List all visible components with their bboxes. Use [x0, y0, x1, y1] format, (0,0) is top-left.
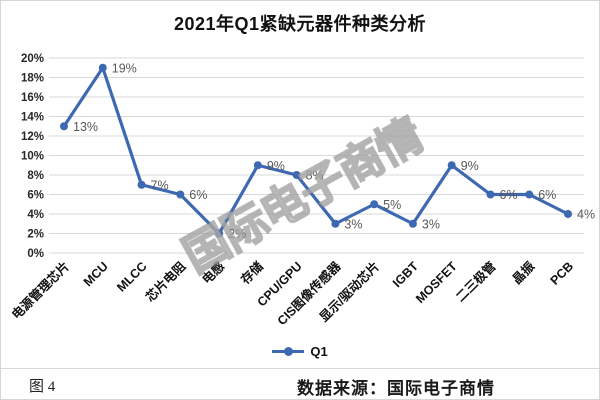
data-point-label: 13% — [73, 120, 98, 134]
y-tick-label: 0% — [27, 248, 44, 260]
data-point-label: 8% — [306, 169, 324, 183]
data-point-label: 19% — [112, 61, 137, 75]
x-tick-label: 晶振 — [509, 258, 538, 287]
chart-canvas: 0% 2% 4% 6% 8% 10% 12% 14% 16% 18% 20% 13% 19% 7% 6% 2%… — [8, 53, 595, 328]
series-line — [62, 66, 570, 236]
data-point-label: 3% — [422, 217, 440, 231]
y-tick-label: 16% — [21, 92, 44, 104]
x-tick-label: 存储 — [237, 258, 266, 287]
x-tick-label: 电感 — [199, 258, 228, 287]
legend-dot-icon — [284, 347, 294, 356]
y-tick-label: 14% — [21, 112, 44, 124]
data-point — [408, 219, 417, 228]
x-tick-label: 芯片电阻 — [142, 258, 188, 304]
x-tick-label: IGBT — [390, 259, 421, 290]
data-point-label: 2% — [228, 227, 246, 241]
y-tick-label: 2% — [27, 229, 44, 241]
legend: Q1 — [1, 344, 599, 359]
data-point-label: 9% — [267, 159, 285, 173]
y-tick-label: 8% — [27, 170, 44, 182]
data-point — [486, 190, 495, 199]
data-point-label: 9% — [461, 159, 479, 173]
data-point — [60, 122, 68, 131]
y-tick-label: 6% — [27, 190, 44, 202]
data-point-label: 5% — [383, 198, 401, 212]
data-point — [215, 229, 224, 238]
y-tick-label: 20% — [21, 53, 44, 65]
data-source: 数据来源：国际电子商情 — [297, 379, 495, 398]
data-point — [253, 161, 262, 170]
data-point-label: 6% — [538, 188, 556, 202]
x-tick-label: MLCC — [114, 259, 149, 294]
data-point — [176, 190, 185, 199]
y-tick-label: 18% — [21, 73, 44, 85]
chart-title: 2021年Q1紧缺元器件种类分析 — [173, 14, 427, 34]
x-tick-label: MCU — [81, 259, 111, 289]
data-point-label: 7% — [151, 178, 169, 192]
legend-label: Q1 — [310, 344, 328, 359]
data-point — [447, 161, 456, 170]
data-point-label: 6% — [189, 188, 207, 202]
y-tick-label: 4% — [27, 209, 44, 221]
data-point — [98, 63, 107, 72]
data-point — [331, 219, 340, 228]
x-tick-label: PCB — [548, 259, 577, 288]
y-tick-label: 10% — [21, 151, 44, 163]
data-point-label: 3% — [344, 217, 362, 231]
data-point — [370, 200, 379, 209]
y-tick-label: 12% — [21, 131, 44, 143]
x-tick-label: MOSFET — [413, 259, 460, 306]
data-point — [292, 171, 301, 179]
data-point-label: 6% — [499, 188, 517, 202]
data-point — [525, 190, 534, 199]
footer-divider — [1, 368, 599, 369]
legend-line-marker — [272, 347, 305, 356]
x-tick-label: 二三极管 — [453, 259, 499, 305]
data-point-label: 4% — [577, 208, 595, 222]
x-tick-label: 电源管理芯片 — [8, 259, 72, 323]
data-point — [137, 180, 146, 189]
figure-caption: 图 4 — [29, 379, 56, 395]
data-point — [564, 210, 572, 218]
